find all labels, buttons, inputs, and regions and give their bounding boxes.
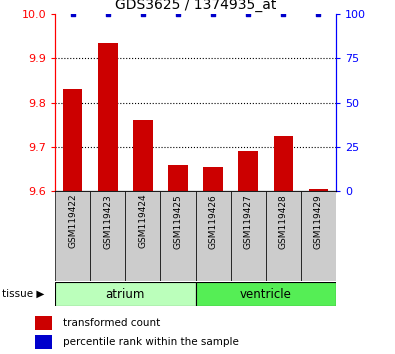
Bar — [90, 191, 126, 281]
Bar — [63, 89, 83, 191]
Bar — [308, 189, 328, 191]
Bar — [203, 167, 223, 191]
Bar — [196, 191, 231, 281]
Bar — [126, 191, 160, 281]
Point — [70, 11, 76, 17]
Text: GSM119423: GSM119423 — [103, 194, 113, 249]
Point — [210, 11, 216, 17]
Text: ventricle: ventricle — [240, 288, 292, 301]
Bar — [35, 316, 53, 330]
Point — [175, 11, 181, 17]
Text: tissue ▶: tissue ▶ — [2, 289, 44, 299]
Text: GSM119424: GSM119424 — [138, 194, 147, 249]
Point — [315, 11, 322, 17]
Point — [245, 11, 251, 17]
Bar — [55, 282, 196, 306]
Bar — [273, 136, 293, 191]
Bar — [231, 191, 265, 281]
Text: GSM119426: GSM119426 — [209, 194, 218, 249]
Bar — [133, 120, 152, 191]
Bar — [265, 191, 301, 281]
Bar — [301, 191, 336, 281]
Bar — [35, 335, 53, 349]
Bar — [55, 191, 90, 281]
Text: GSM119427: GSM119427 — [244, 194, 253, 249]
Text: GSM119425: GSM119425 — [173, 194, 182, 249]
Text: percentile rank within the sample: percentile rank within the sample — [63, 337, 239, 347]
Text: transformed count: transformed count — [63, 318, 160, 328]
Bar — [239, 151, 258, 191]
Point — [140, 11, 146, 17]
Text: GSM119428: GSM119428 — [278, 194, 288, 249]
Bar — [160, 191, 196, 281]
Bar — [168, 165, 188, 191]
Text: atrium: atrium — [106, 288, 145, 301]
Text: GSM119422: GSM119422 — [68, 194, 77, 249]
Text: GSM119429: GSM119429 — [314, 194, 323, 249]
Point — [105, 11, 111, 17]
Bar — [196, 282, 336, 306]
Point — [280, 11, 286, 17]
Title: GDS3625 / 1374935_at: GDS3625 / 1374935_at — [115, 0, 276, 12]
Bar — [98, 43, 118, 191]
